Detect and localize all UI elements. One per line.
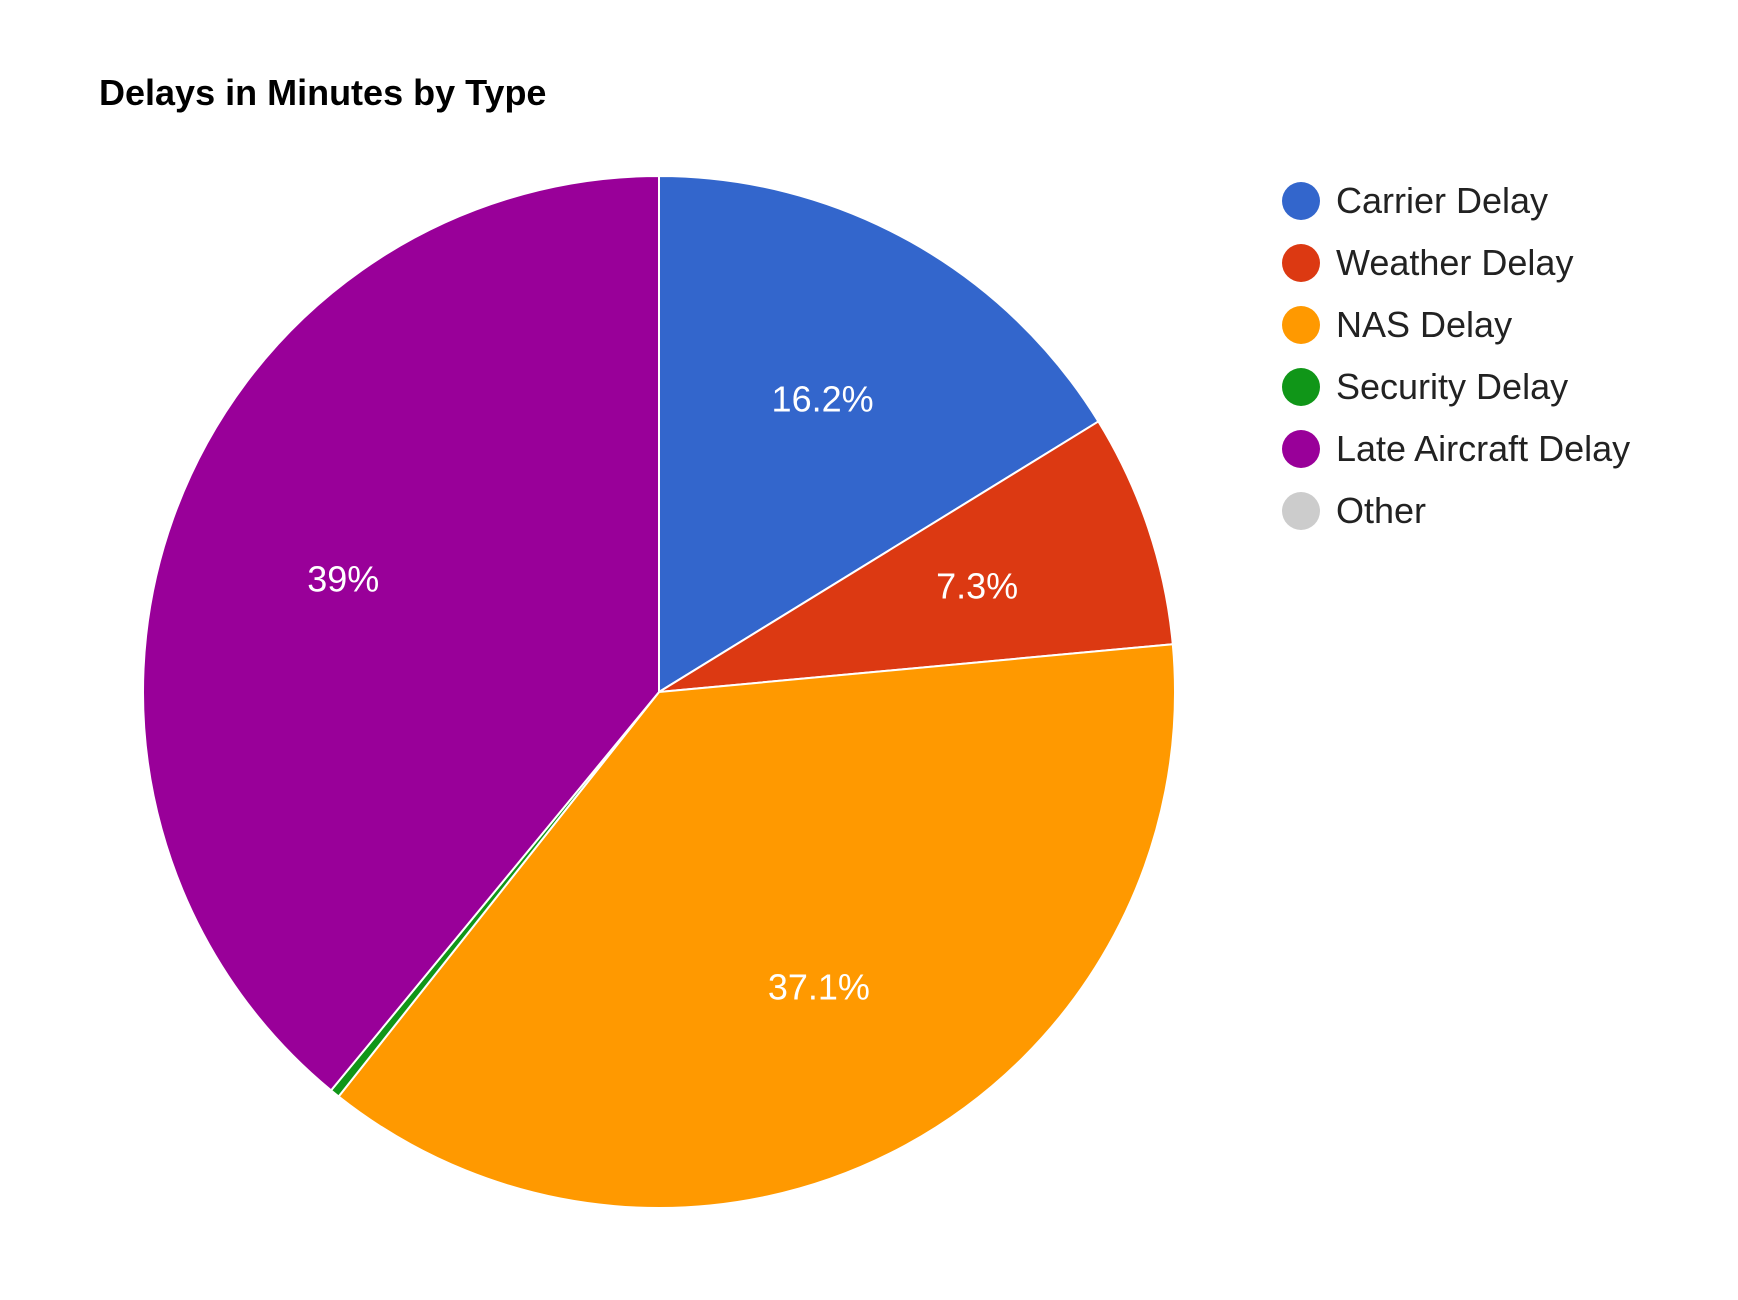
- pie-slice-late-aircraft-delay[interactable]: [142, 174, 660, 1092]
- legend-swatch-nas-delay: [1282, 306, 1320, 344]
- legend-label-weather-delay: Weather Delay: [1336, 242, 1574, 283]
- pie-slice-labels: 16.2% 7.3% 37.1% 39%: [307, 379, 1018, 1008]
- legend-item-security-delay[interactable]: Security Delay: [1282, 356, 1630, 418]
- legend-item-weather-delay[interactable]: Weather Delay: [1282, 232, 1630, 294]
- slice-label-nas-delay: 37.1%: [768, 966, 870, 1007]
- pie-slice-carrier-delay[interactable]: [658, 174, 1100, 694]
- slice-label-late-aircraft-delay: 39%: [307, 558, 379, 599]
- legend-label-late-aircraft-delay: Late Aircraft Delay: [1336, 428, 1631, 469]
- legend-swatch-late-aircraft-delay: [1282, 430, 1320, 468]
- pie-slices: [142, 174, 1176, 1209]
- legend-label-nas-delay: NAS Delay: [1336, 304, 1513, 345]
- legend-item-nas-delay[interactable]: NAS Delay: [1282, 294, 1630, 356]
- legend-label-carrier-delay: Carrier Delay: [1336, 180, 1549, 221]
- slice-label-carrier-delay: 16.2%: [772, 379, 874, 420]
- legend-item-late-aircraft-delay[interactable]: Late Aircraft Delay: [1282, 418, 1630, 480]
- legend-label-security-delay: Security Delay: [1336, 366, 1569, 407]
- pie-slice-weather-delay[interactable]: [658, 420, 1174, 693]
- pie-slice-nas-delay[interactable]: [337, 643, 1176, 1209]
- legend-item-carrier-delay[interactable]: Carrier Delay: [1282, 170, 1630, 232]
- legend-swatch-security-delay: [1282, 368, 1320, 406]
- legend-swatch-weather-delay: [1282, 244, 1320, 282]
- legend-swatch-other: [1282, 492, 1320, 530]
- legend-label-other: Other: [1336, 490, 1427, 531]
- legend-swatch-carrier-delay: [1282, 182, 1320, 220]
- chart-title: Delays in Minutes by Type: [99, 72, 547, 113]
- legend: Carrier Delay Weather Delay NAS Delay Se…: [1282, 170, 1630, 542]
- legend-item-other[interactable]: Other: [1282, 480, 1630, 542]
- slice-label-weather-delay: 7.3%: [936, 565, 1018, 606]
